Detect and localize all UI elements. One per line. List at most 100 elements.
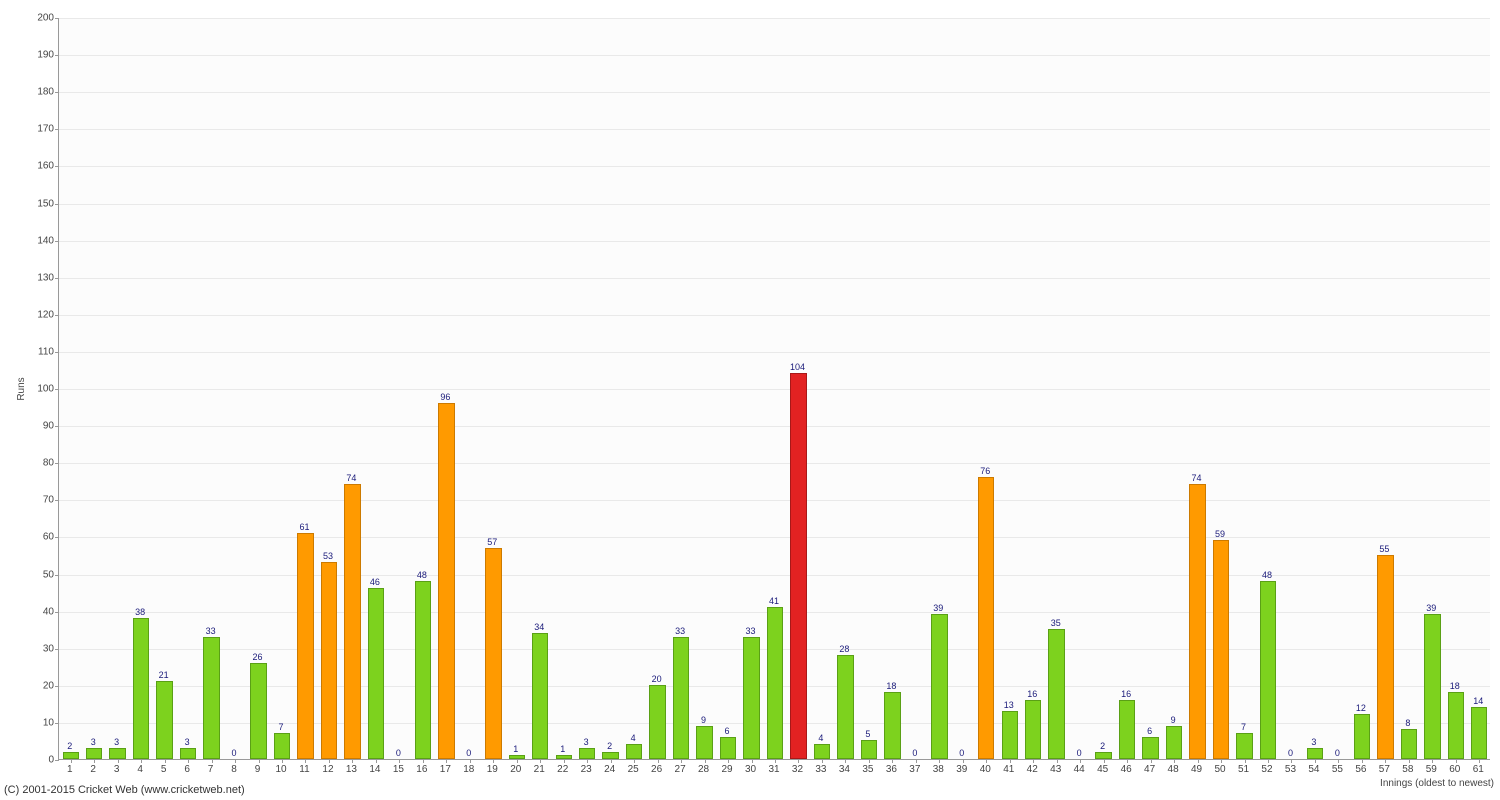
x-tick-label: 18 — [463, 764, 474, 775]
bar-value-label: 5 — [865, 729, 870, 739]
x-tick-label: 48 — [1168, 764, 1179, 775]
y-tick-label: 60 — [32, 532, 54, 543]
bar-value-label: 18 — [1450, 681, 1460, 691]
x-tick-mark — [141, 759, 142, 763]
bar — [109, 748, 125, 759]
y-tick-mark — [55, 315, 59, 316]
x-tick-mark — [939, 759, 940, 763]
y-tick-label: 130 — [32, 272, 54, 283]
gridline — [59, 55, 1490, 56]
gridline — [59, 92, 1490, 93]
bar-value-label: 4 — [631, 733, 636, 743]
x-tick-mark — [1151, 759, 1152, 763]
bar — [1119, 700, 1135, 759]
x-tick-label: 20 — [510, 764, 521, 775]
y-tick-mark — [55, 760, 59, 761]
x-tick-mark — [681, 759, 682, 763]
x-tick-mark — [1080, 759, 1081, 763]
x-tick-mark — [1057, 759, 1058, 763]
x-tick-mark — [1432, 759, 1433, 763]
x-tick-mark — [1362, 759, 1363, 763]
x-tick-label: 46 — [1121, 764, 1132, 775]
bar-value-label: 3 — [1311, 737, 1316, 747]
x-tick-mark — [916, 759, 917, 763]
x-tick-label: 8 — [231, 764, 237, 775]
bar — [673, 637, 689, 759]
x-tick-mark — [305, 759, 306, 763]
y-tick-label: 150 — [32, 198, 54, 209]
y-tick-label: 140 — [32, 235, 54, 246]
bar-value-label: 26 — [253, 652, 263, 662]
x-tick-label: 31 — [768, 764, 779, 775]
bar-value-label: 6 — [725, 726, 730, 736]
x-tick-label: 49 — [1191, 764, 1202, 775]
x-tick-label: 38 — [933, 764, 944, 775]
bar-value-label: 28 — [839, 644, 849, 654]
x-tick-mark — [892, 759, 893, 763]
x-tick-mark — [564, 759, 565, 763]
x-tick-label: 25 — [628, 764, 639, 775]
y-tick-mark — [55, 463, 59, 464]
x-tick-label: 58 — [1402, 764, 1413, 775]
bar-value-label: 41 — [769, 596, 779, 606]
bar — [1189, 484, 1205, 759]
x-tick-mark — [705, 759, 706, 763]
bar-value-label: 53 — [323, 551, 333, 561]
bar-value-label: 0 — [912, 748, 917, 758]
y-tick-mark — [55, 241, 59, 242]
bar — [696, 726, 712, 759]
gridline — [59, 500, 1490, 501]
x-tick-label: 45 — [1097, 764, 1108, 775]
bar — [1236, 733, 1252, 759]
bar-value-label: 38 — [135, 607, 145, 617]
x-tick-mark — [1033, 759, 1034, 763]
x-tick-label: 36 — [886, 764, 897, 775]
gridline — [59, 204, 1490, 205]
bar — [1213, 540, 1229, 759]
x-tick-label: 41 — [1003, 764, 1014, 775]
y-tick-mark — [55, 575, 59, 576]
bar — [579, 748, 595, 759]
y-tick-mark — [55, 612, 59, 613]
bar-value-label: 55 — [1379, 544, 1389, 554]
bar — [1307, 748, 1323, 759]
y-tick-label: 80 — [32, 458, 54, 469]
bar — [415, 581, 431, 759]
x-tick-label: 27 — [675, 764, 686, 775]
x-tick-label: 6 — [184, 764, 190, 775]
bar-value-label: 6 — [1147, 726, 1152, 736]
x-tick-mark — [1127, 759, 1128, 763]
bar-value-label: 7 — [279, 722, 284, 732]
x-tick-label: 52 — [1261, 764, 1272, 775]
y-tick-mark — [55, 352, 59, 353]
x-tick-mark — [118, 759, 119, 763]
x-tick-mark — [752, 759, 753, 763]
bar-value-label: 74 — [346, 473, 356, 483]
bar — [344, 484, 360, 759]
bar — [1095, 752, 1111, 759]
x-tick-mark — [845, 759, 846, 763]
x-tick-mark — [1291, 759, 1292, 763]
bar — [1377, 555, 1393, 759]
bar — [438, 403, 454, 759]
bar-value-label: 61 — [299, 522, 309, 532]
x-tick-mark — [212, 759, 213, 763]
bar — [1166, 726, 1182, 759]
y-axis-label: Runs — [16, 377, 27, 400]
x-tick-mark — [376, 759, 377, 763]
x-tick-label: 42 — [1027, 764, 1038, 775]
x-tick-label: 14 — [369, 764, 380, 775]
y-tick-mark — [55, 500, 59, 501]
x-tick-label: 50 — [1214, 764, 1225, 775]
x-tick-mark — [587, 759, 588, 763]
y-tick-mark — [55, 537, 59, 538]
x-tick-mark — [540, 759, 541, 763]
x-tick-label: 53 — [1285, 764, 1296, 775]
bar — [274, 733, 290, 759]
y-tick-mark — [55, 723, 59, 724]
bar-value-label: 12 — [1356, 703, 1366, 713]
y-tick-label: 20 — [32, 680, 54, 691]
bar — [1260, 581, 1276, 759]
x-tick-label: 10 — [275, 764, 286, 775]
gridline — [59, 389, 1490, 390]
